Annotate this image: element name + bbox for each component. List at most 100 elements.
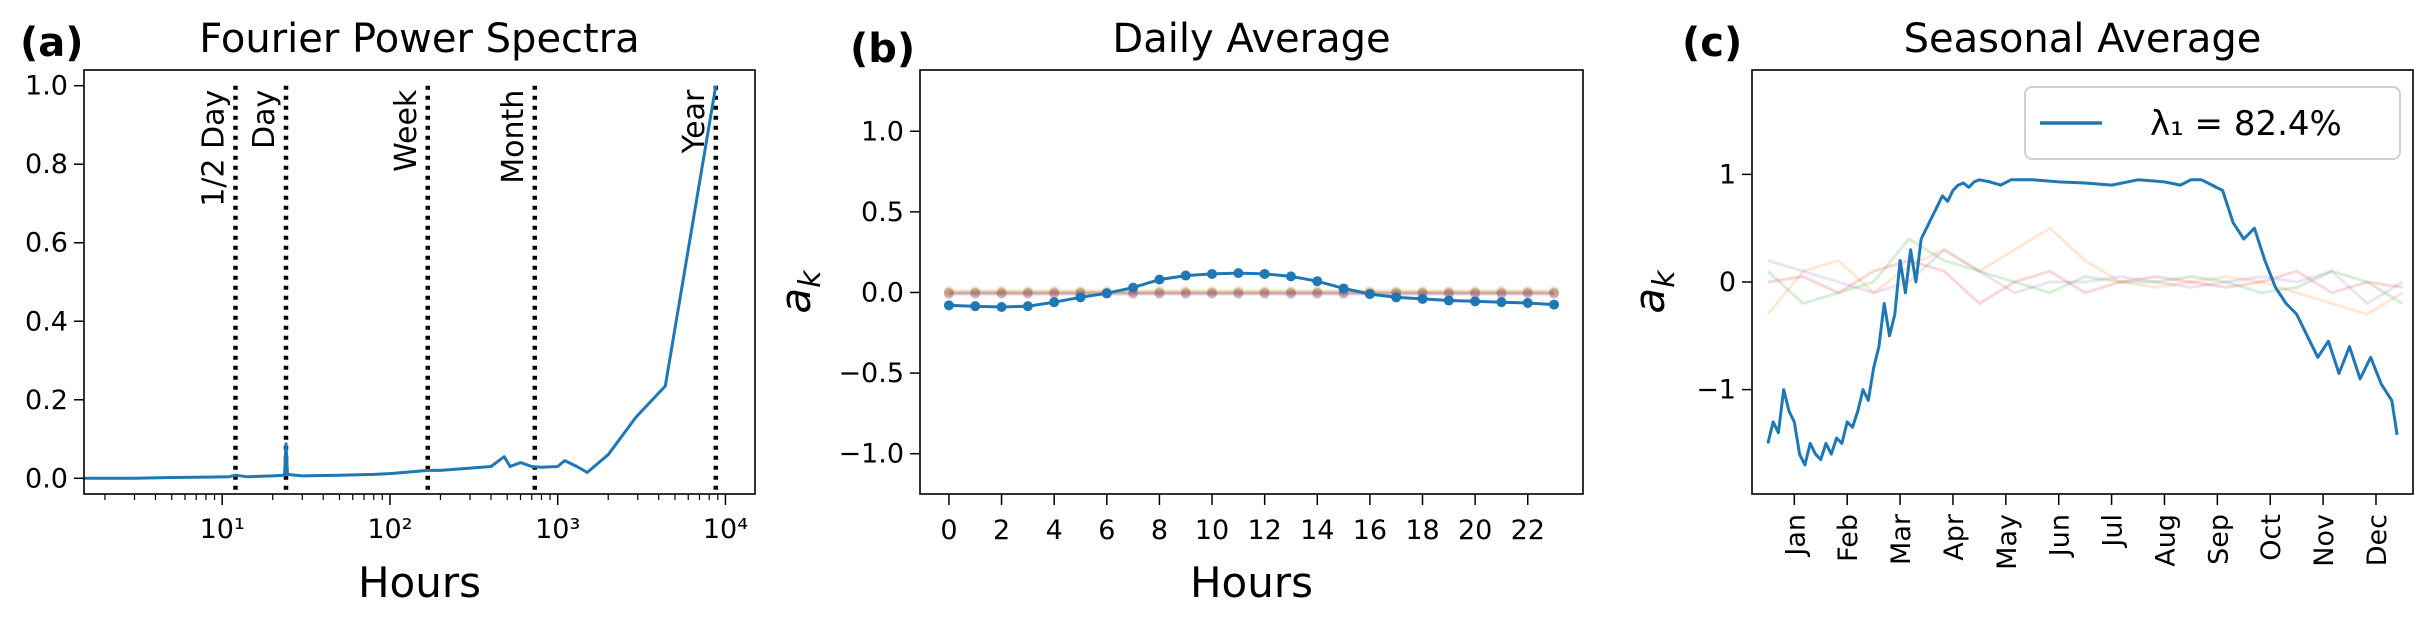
y-tick-label: 0.6: [25, 228, 68, 259]
x-tick-label: 10²: [367, 514, 412, 545]
series-marker: [970, 289, 981, 300]
panel-b: (b) Daily Average 0 2 4 6 8 10 12 14 16 18 20 22 −1.0 −…: [771, 16, 1584, 607]
x-tick-label: 18: [1405, 515, 1439, 546]
series-marker: [1259, 287, 1270, 298]
series-marker: [1259, 289, 1270, 300]
series-marker: [1312, 288, 1323, 299]
y-tick-label: 1: [1719, 159, 1736, 190]
series-marker: [1285, 289, 1296, 300]
series-marker: [1154, 274, 1165, 285]
series-marker: [1285, 271, 1296, 282]
series-marker: [1496, 289, 1507, 300]
series-marker: [1259, 288, 1270, 299]
legend-label: λ₁ = 82.4%: [2150, 104, 2342, 144]
x-tick-label: Jan: [1780, 514, 1811, 558]
series-marker: [1443, 288, 1454, 299]
series-marker: [1417, 285, 1428, 296]
series-marker: [1154, 287, 1165, 298]
x-tick-label: Sep: [2203, 514, 2234, 565]
x-tick-label: 2: [993, 515, 1010, 546]
x-tick-label: 20: [1458, 515, 1492, 546]
series-marker: [996, 301, 1007, 312]
series-marker: [996, 285, 1007, 296]
panel-label: (c): [1682, 20, 1742, 66]
series-marker: [1285, 285, 1296, 296]
series-marker: [1207, 287, 1218, 298]
chart-title: Fourier Power Spectra: [199, 16, 639, 62]
series-marker: [1549, 299, 1560, 310]
y-tick-label: 0.0: [861, 277, 904, 308]
series-marker: [1022, 287, 1033, 298]
series-marker: [1470, 288, 1481, 299]
x-tick-label: 10⁴: [703, 514, 748, 545]
series-marker: [1496, 287, 1507, 298]
y-tick-label: 0.8: [25, 149, 68, 180]
series-marker: [970, 301, 981, 312]
series-marker: [1522, 285, 1533, 296]
series-marker: [1180, 287, 1191, 298]
y-tick-label: 0: [1719, 267, 1736, 298]
series-marker: [943, 287, 954, 298]
x-tick-label: Oct: [2256, 514, 2287, 561]
x-tick-label: Aug: [2150, 514, 2181, 567]
x-tick-label: 6: [1098, 515, 1115, 546]
series-marker: [1154, 285, 1165, 296]
series-marker: [1259, 285, 1270, 296]
x-tick-label: 14: [1300, 515, 1334, 546]
chart-title: Daily Average: [1112, 16, 1390, 62]
x-tick-label: 10¹: [200, 514, 245, 545]
vline-label: Day: [247, 90, 282, 149]
series-marker: [1496, 285, 1507, 296]
series-marker: [943, 288, 954, 299]
series-marker: [943, 285, 954, 296]
series-marker: [943, 300, 954, 311]
vline-label: Month: [496, 90, 531, 184]
x-tick-label: 10: [1195, 515, 1229, 546]
series-marker: [1312, 276, 1323, 287]
main-series-line: [1766, 178, 2399, 467]
vline-label: Week: [389, 89, 424, 172]
series-marker: [1180, 270, 1191, 281]
x-tick-label: Dec: [2362, 514, 2393, 566]
series-marker: [1233, 285, 1244, 296]
x-tick-label: 4: [1046, 515, 1063, 546]
x-tick-label: Jun: [2045, 514, 2076, 558]
x-tick-label: Jul: [2098, 514, 2129, 549]
y-tick-label: 1.0: [861, 116, 904, 147]
spectrum-line: [84, 85, 718, 480]
panel-a: (a) Fourier Power Spectra 10¹ 10² 10³ 10⁴ 0.0 0…: [20, 16, 756, 607]
y-tick-label: −1: [1696, 375, 1736, 406]
series-marker: [1522, 297, 1533, 308]
series-marker: [1549, 288, 1560, 299]
y-axis-label: ak: [771, 269, 828, 314]
y-tick-label: 0.0: [25, 463, 68, 494]
series-marker: [1128, 282, 1139, 293]
faded-series-line: [1766, 237, 2404, 306]
series-marker: [1285, 287, 1296, 298]
y-tick-label: 0.2: [25, 385, 68, 416]
series-marker: [1259, 268, 1270, 279]
legend-box: [2024, 86, 2401, 160]
x-tick-label: Mar: [1886, 513, 1917, 565]
series-marker: [1049, 287, 1060, 298]
axes-frame: [919, 69, 1584, 495]
axes-frame: [83, 69, 756, 495]
legend: λ₁ = 82.4%: [2024, 86, 2401, 160]
axes-frame: [1751, 69, 2414, 495]
faded-series-line: [1766, 226, 2404, 316]
series-marker: [1443, 287, 1454, 298]
series-marker: [996, 288, 1007, 299]
series-marker: [1180, 285, 1191, 296]
series-marker: [1207, 288, 1218, 299]
series-marker: [970, 287, 981, 298]
series-marker: [1075, 292, 1086, 303]
series-marker: [1312, 287, 1323, 298]
x-tick-label: 8: [1151, 515, 1168, 546]
x-tick-label: 10³: [535, 514, 580, 545]
series-marker: [1207, 289, 1218, 300]
series-marker: [1312, 289, 1323, 300]
series-marker: [1154, 288, 1165, 299]
x-tick-label: May: [1992, 514, 2023, 570]
y-tick-label: 1.0: [25, 71, 68, 102]
x-tick-label: Apr: [1939, 513, 1970, 561]
